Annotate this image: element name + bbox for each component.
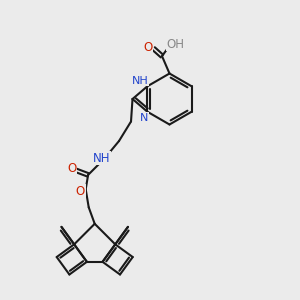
Text: O: O xyxy=(67,162,76,176)
Text: OH: OH xyxy=(166,38,184,51)
Text: N: N xyxy=(140,113,148,123)
Text: O: O xyxy=(144,40,153,54)
Text: O: O xyxy=(76,184,85,198)
Text: NH: NH xyxy=(93,152,110,165)
Text: NH: NH xyxy=(131,76,148,86)
